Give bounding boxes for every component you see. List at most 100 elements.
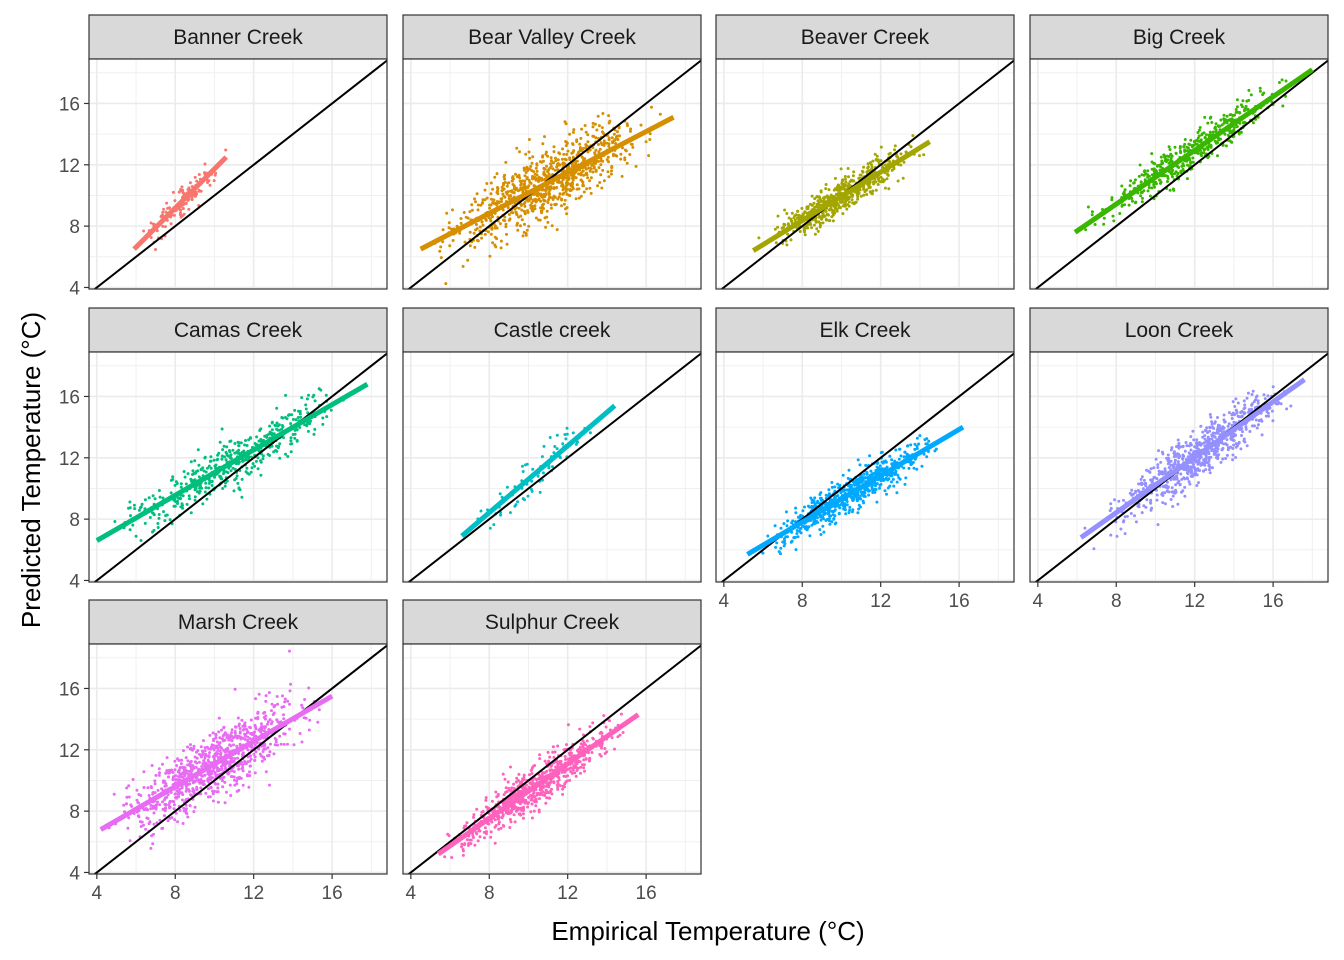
data-point xyxy=(163,814,166,818)
data-point xyxy=(1222,426,1226,430)
data-point xyxy=(312,393,316,397)
data-point xyxy=(588,431,592,435)
data-point xyxy=(246,730,250,734)
facet-strip-label: Beaver Creek xyxy=(801,26,930,49)
data-point xyxy=(869,469,873,473)
data-point xyxy=(300,396,304,400)
data-point xyxy=(579,178,583,182)
data-point xyxy=(165,756,169,760)
data-point xyxy=(1148,470,1152,474)
data-point xyxy=(1204,429,1208,433)
data-point xyxy=(216,748,220,752)
data-point xyxy=(897,457,901,461)
data-point xyxy=(1258,89,1262,93)
identity-line xyxy=(407,59,701,289)
facet-strip xyxy=(715,307,1015,353)
data-point xyxy=(329,408,333,412)
data-point xyxy=(179,482,183,486)
data-point xyxy=(207,464,211,468)
data-point xyxy=(502,175,506,179)
data-point xyxy=(798,230,802,233)
data-point xyxy=(545,185,549,189)
data-point xyxy=(836,482,840,486)
data-point xyxy=(500,200,504,203)
x-tick-label: 16 xyxy=(1263,591,1284,612)
data-point xyxy=(1196,151,1200,155)
data-point xyxy=(879,482,883,486)
data-point xyxy=(1132,181,1136,185)
data-point xyxy=(1155,164,1159,168)
data-point xyxy=(868,454,872,458)
data-point xyxy=(128,528,132,532)
data-point xyxy=(209,786,213,790)
data-point xyxy=(903,450,907,454)
data-point xyxy=(468,230,472,234)
data-point xyxy=(610,169,613,173)
data-point xyxy=(1173,145,1177,149)
data-point xyxy=(247,785,251,789)
data-point xyxy=(792,216,796,220)
data-point xyxy=(259,427,263,431)
data-point xyxy=(502,183,505,187)
data-point xyxy=(843,197,846,201)
data-point xyxy=(1187,142,1191,146)
data-point xyxy=(899,163,903,167)
data-point xyxy=(861,170,865,174)
data-point xyxy=(510,210,513,214)
data-point xyxy=(574,442,578,446)
data-point xyxy=(275,406,279,410)
data-point xyxy=(1157,472,1161,476)
data-point xyxy=(774,241,778,245)
data-point xyxy=(475,192,479,196)
data-point xyxy=(441,228,445,232)
data-point xyxy=(1186,472,1190,476)
data-point xyxy=(478,225,482,229)
data-point xyxy=(149,221,153,225)
data-point xyxy=(1176,171,1180,175)
data-point xyxy=(221,448,225,452)
data-point xyxy=(819,533,823,536)
data-point xyxy=(647,154,651,158)
data-point xyxy=(600,126,604,130)
data-point xyxy=(1225,453,1229,457)
data-point xyxy=(896,473,900,477)
facet-big-creek: Big Creek xyxy=(1029,14,1329,290)
data-point xyxy=(1171,463,1175,467)
data-point xyxy=(1208,471,1212,475)
data-point xyxy=(534,200,538,204)
data-point xyxy=(1176,444,1180,448)
data-point xyxy=(176,496,180,500)
data-point xyxy=(543,216,547,220)
data-point xyxy=(293,408,297,412)
data-point xyxy=(475,223,478,226)
trend-line xyxy=(132,155,229,251)
identity-line xyxy=(93,59,387,289)
data-point xyxy=(907,466,911,470)
data-point xyxy=(1261,93,1265,97)
data-point xyxy=(915,444,919,448)
data-point xyxy=(822,199,826,203)
data-point xyxy=(1233,405,1237,408)
data-point xyxy=(204,486,208,490)
data-point xyxy=(1206,148,1210,151)
data-point xyxy=(773,227,777,231)
data-point xyxy=(1199,424,1203,428)
data-point xyxy=(1160,492,1164,496)
data-point xyxy=(1144,505,1148,509)
data-point xyxy=(1123,532,1127,536)
data-point xyxy=(866,487,870,491)
data-point xyxy=(548,436,552,439)
data-point xyxy=(549,203,553,207)
data-point xyxy=(531,155,535,159)
data-point xyxy=(862,472,866,476)
data-point xyxy=(304,407,308,411)
data-point xyxy=(565,176,569,180)
data-point xyxy=(883,489,887,493)
data-point xyxy=(607,121,611,125)
data-point xyxy=(193,760,197,764)
data-point xyxy=(856,458,860,462)
data-point xyxy=(523,174,527,178)
data-point xyxy=(224,470,228,474)
data-point xyxy=(1219,460,1223,464)
